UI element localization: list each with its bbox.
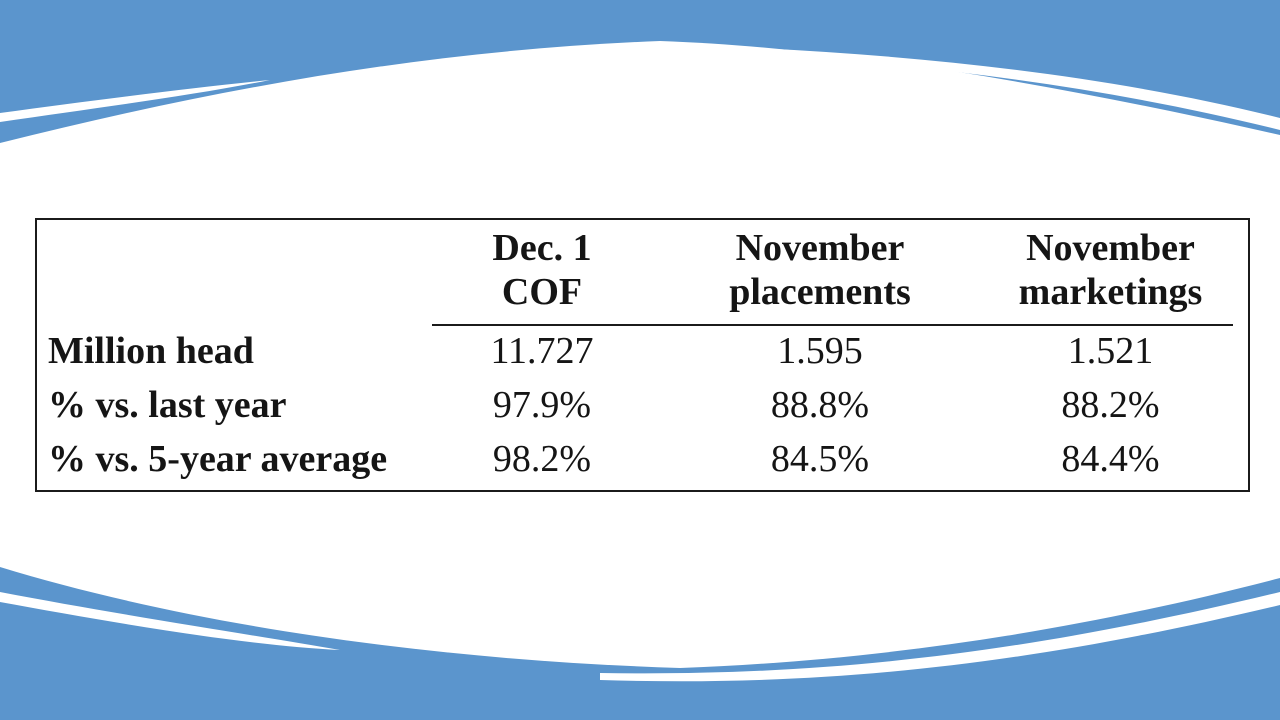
- arc-stripe-top-left: [0, 80, 270, 122]
- table-grid: Dec. 1 COF November placements November …: [37, 220, 1248, 490]
- value-million-head-placements: 1.595: [777, 330, 863, 372]
- value-5yr-avg-placements: 84.5%: [770, 438, 870, 480]
- header-line: marketings: [1018, 271, 1203, 313]
- header-cell-november-placements: November placements: [652, 220, 988, 324]
- header-line: placements: [729, 271, 911, 313]
- header-cell-november-marketings: November marketings: [988, 220, 1233, 324]
- row-label-pct-vs-last-year: % vs. last year: [48, 384, 287, 426]
- header-underline: [432, 324, 1233, 326]
- value-million-head-cof: 11.727: [490, 330, 594, 372]
- header-line: November: [735, 227, 905, 269]
- arc-stripe-bottom-right: [600, 592, 1280, 682]
- row-label-pct-vs-5-year-average: % vs. 5-year average: [48, 438, 388, 480]
- value-5yr-avg-marketings: 84.4%: [1061, 438, 1160, 480]
- value-last-year-marketings: 88.2%: [1061, 384, 1160, 426]
- arc-stripe-top-right: [700, 46, 1280, 130]
- value-last-year-cof: 97.9%: [492, 384, 592, 426]
- value-million-head-marketings: 1.521: [1067, 330, 1154, 372]
- cattle-on-feed-table: Dec. 1 COF November placements November …: [35, 218, 1250, 492]
- value-last-year-placements: 88.8%: [770, 384, 870, 426]
- header-cell-empty: [37, 220, 432, 324]
- header-line: November: [1026, 227, 1195, 269]
- header-line: COF: [501, 271, 583, 313]
- row-label-million-head: Million head: [48, 330, 254, 372]
- value-5yr-avg-cof: 98.2%: [492, 438, 592, 480]
- header-line: Dec. 1: [492, 227, 592, 269]
- header-cell-dec1-cof: Dec. 1 COF: [432, 220, 652, 324]
